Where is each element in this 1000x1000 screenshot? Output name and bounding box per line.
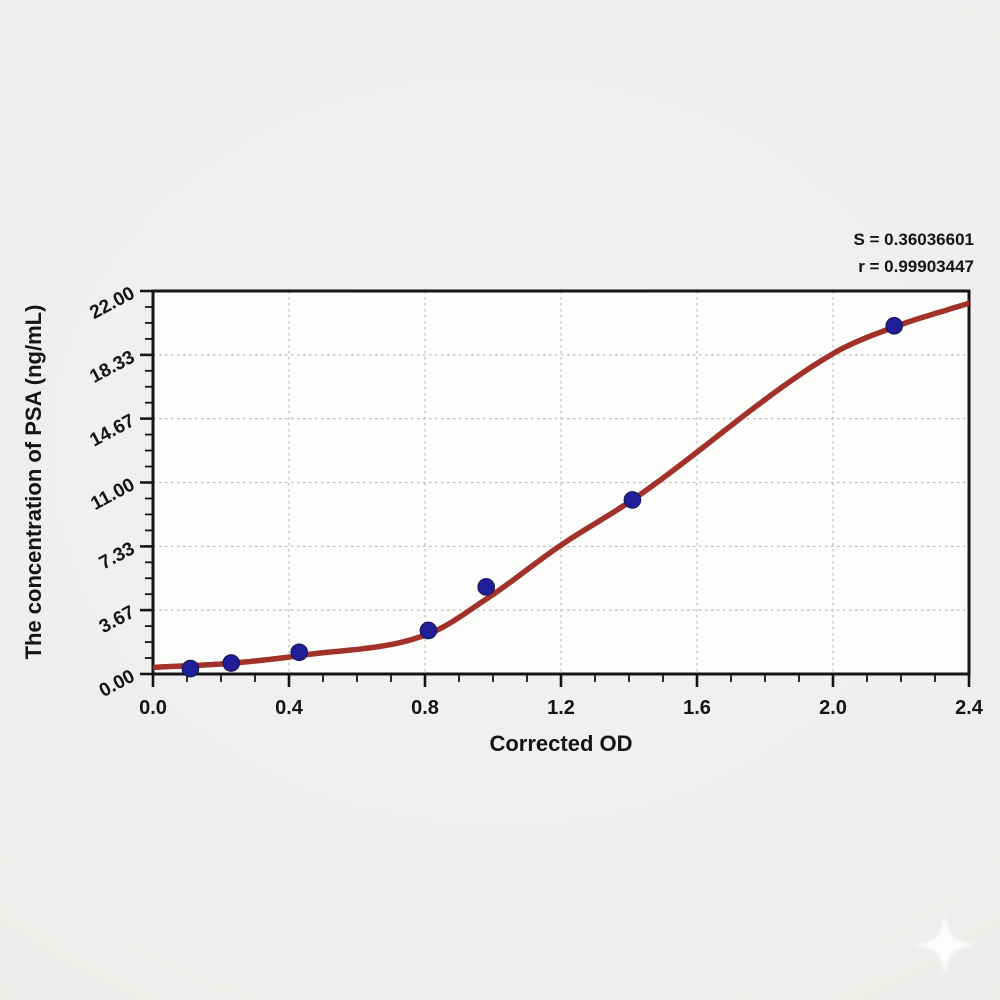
x-axis-title: Corrected OD <box>489 731 633 756</box>
fit-statistics: S = 0.36036601 r = 0.99903447 <box>853 226 974 280</box>
data-point <box>477 578 496 596</box>
data-point <box>419 621 438 640</box>
y-tick-label: 0.00 <box>96 666 139 702</box>
y-tick-label: 7.33 <box>96 538 139 574</box>
data-point <box>623 491 642 509</box>
x-tick-label: 0.0 <box>139 697 167 719</box>
sparkle-watermark-icon <box>913 913 977 977</box>
data-point <box>222 654 240 672</box>
data-points <box>181 317 904 678</box>
s-value-label: S = 0.36036601 <box>853 230 974 249</box>
y-tick-label: 22.00 <box>87 283 139 324</box>
y-tick-label: 18.33 <box>87 347 139 388</box>
r-value-label: r = 0.99903447 <box>858 257 974 276</box>
x-axis: 0.0 0.4 0.8 1.2 1.6 2.0 2.4 <box>139 674 984 719</box>
data-point <box>885 317 904 335</box>
data-point <box>181 659 200 678</box>
y-axis-title: The concentration of PSA (ng/mL) <box>21 304 46 660</box>
y-tick-label: 11.00 <box>87 474 138 514</box>
x-tick-label: 1.2 <box>547 697 575 719</box>
data-point <box>290 643 309 662</box>
x-tick-label: 1.6 <box>683 697 711 719</box>
y-tick-label: 3.67 <box>96 602 139 638</box>
x-tick-label: 0.4 <box>275 697 304 719</box>
fit-curve <box>153 300 969 671</box>
x-tick-label: 2.0 <box>819 697 847 719</box>
x-tick-label: 0.8 <box>411 697 439 719</box>
y-axis: 0.00 3.67 7.33 11.00 14.67 18.33 22.00 <box>87 283 153 702</box>
y-tick-label: 14.67 <box>87 410 139 451</box>
x-tick-label: 2.4 <box>955 697 984 719</box>
